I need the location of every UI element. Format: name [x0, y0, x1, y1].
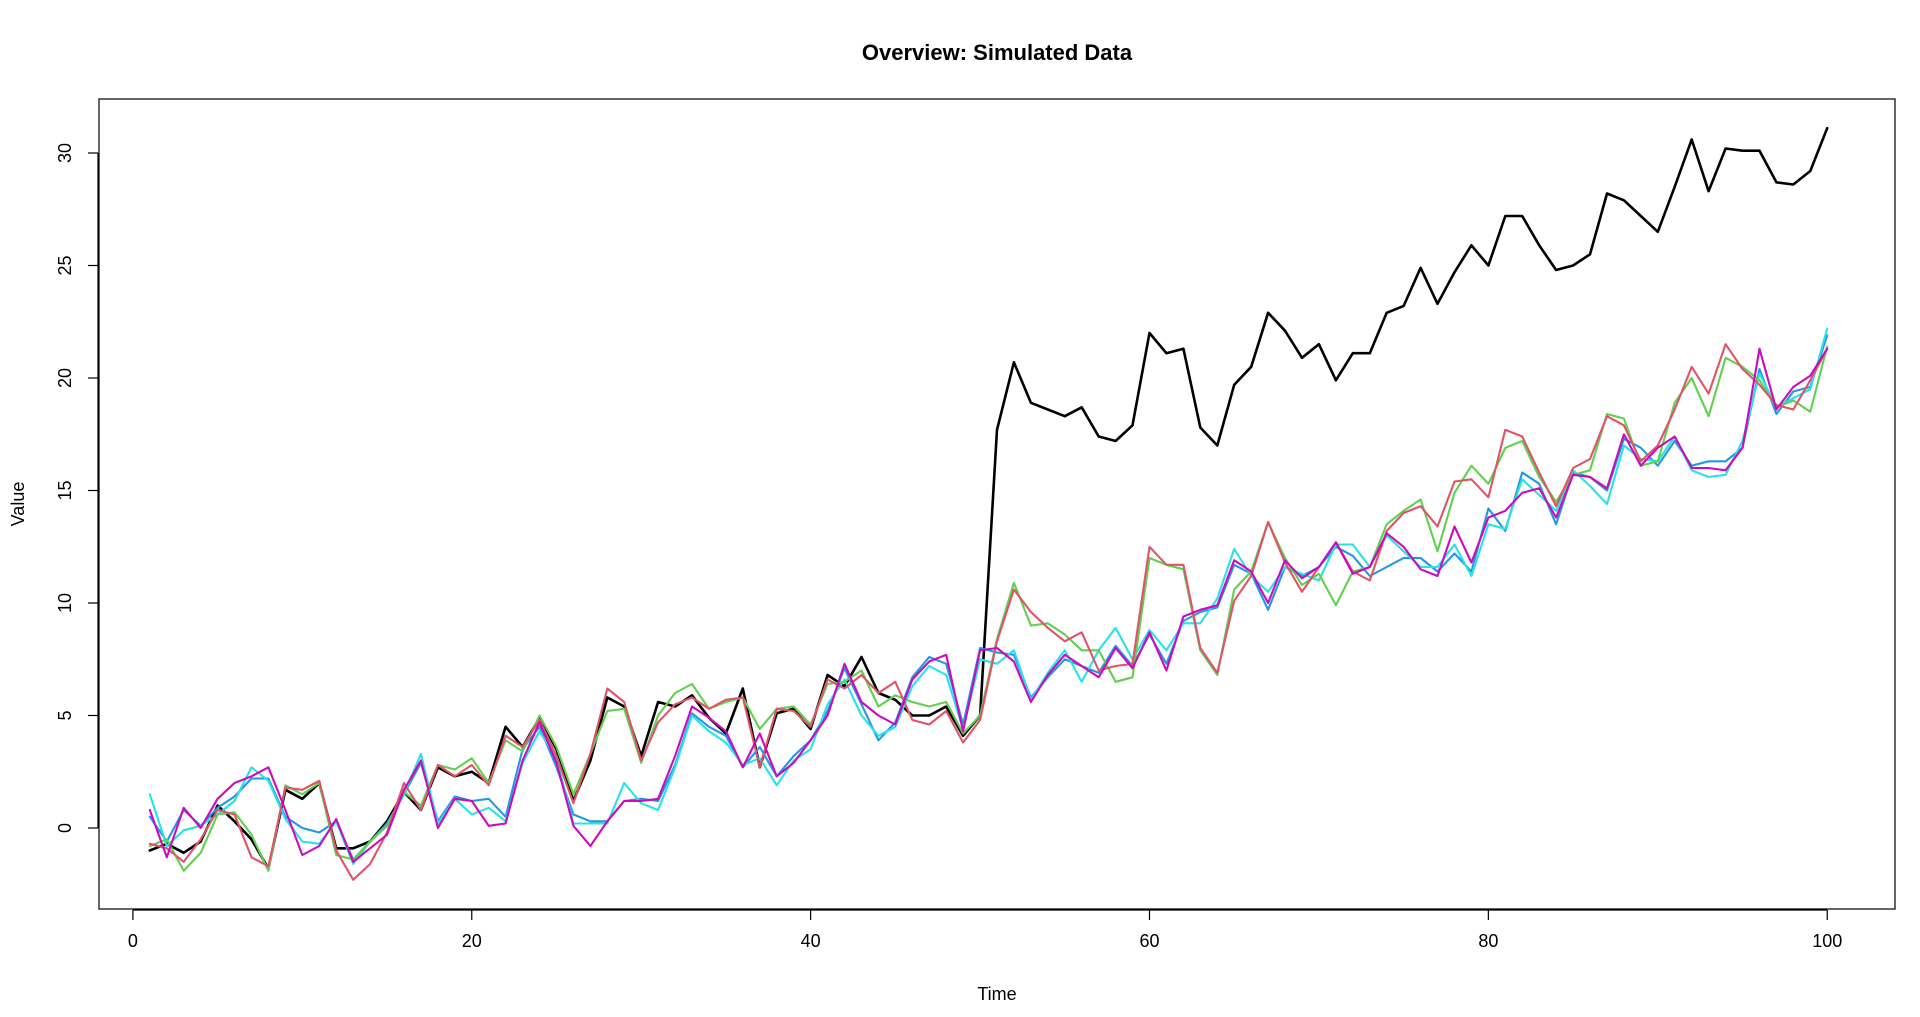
x-tick-label: 100: [1812, 931, 1842, 951]
y-axis: 0 5 10 15 20 25 30: [55, 143, 99, 833]
x-tick-label: 60: [1139, 931, 1159, 951]
plot-frame: [98, 98, 1896, 910]
y-tick-label: 25: [55, 255, 75, 275]
x-tick-label: 40: [801, 931, 821, 951]
x-tick-label: 20: [462, 931, 482, 951]
series-line-6: [148, 347, 1829, 863]
y-axis-label: Value: [8, 482, 28, 527]
y-tick-label: 30: [55, 143, 75, 163]
series-layer: [148, 126, 1829, 881]
x-tick-label: 0: [128, 931, 138, 951]
series-line-5: [148, 343, 1829, 881]
y-tick-label: 10: [55, 593, 75, 613]
y-tick-label: 15: [55, 480, 75, 500]
x-axis-label: Time: [977, 984, 1016, 1004]
x-tick-label: 80: [1478, 931, 1498, 951]
chart-title: Overview: Simulated Data: [862, 40, 1133, 65]
y-tick-label: 5: [55, 710, 75, 720]
x-axis: 0 20 40 60 80 100: [128, 909, 1842, 951]
y-tick-label: 20: [55, 368, 75, 388]
y-tick-label: 0: [55, 823, 75, 833]
